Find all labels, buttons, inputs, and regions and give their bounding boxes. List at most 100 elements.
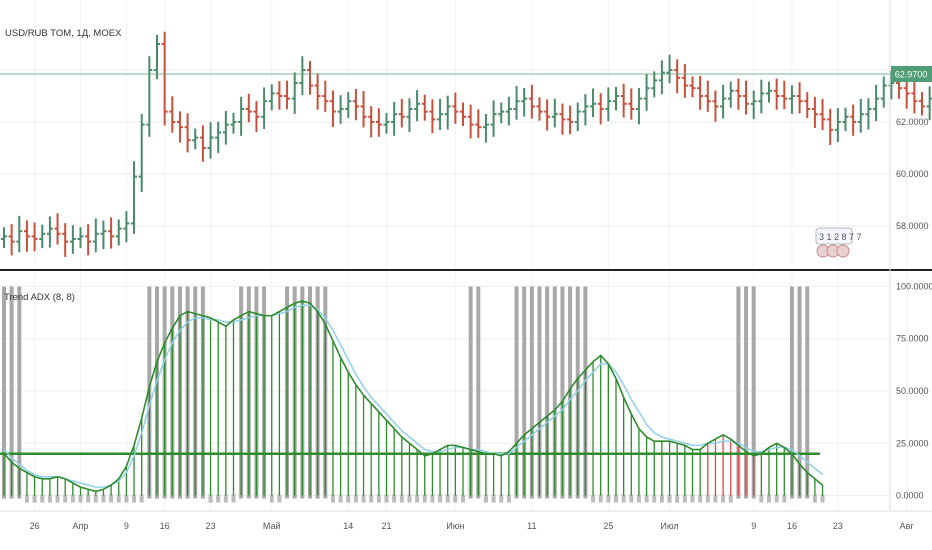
- trend-stub-gray: [24, 494, 29, 503]
- trend-stub-gray: [392, 494, 397, 503]
- time-axis[interactable]: 26 Апр 9 16 23 Май 14 21 Июн 11 25 Июл 9 16 23 Авг: [0, 510, 932, 531]
- trend-stub-gray: [40, 494, 45, 503]
- symbol-title: USD/RUB TOM, 1Д, MOEX: [5, 28, 122, 39]
- price-bar: [781, 80, 788, 110]
- price-bar: [850, 104, 857, 136]
- indicator-axis-label: 50.0000: [896, 386, 929, 396]
- price-bar: [345, 92, 352, 119]
- price-bar: [620, 83, 627, 118]
- price-bar: [299, 56, 306, 96]
- trend-stub-gray: [759, 494, 764, 503]
- economic-events-badge[interactable]: 3 1 2 8 7 7: [815, 227, 862, 258]
- trend-stub-gray: [78, 494, 83, 503]
- price-bar: [391, 101, 398, 136]
- trend-stub-gray: [216, 494, 221, 503]
- trend-stub-gray: [675, 494, 680, 503]
- price-bar: [658, 60, 665, 95]
- price-pane[interactable]: USD/RUB TOM, 1Д, MOEX 3 1 2 8 7 7: [0, 0, 932, 269]
- price-bar: [108, 217, 115, 249]
- price-bar: [574, 102, 581, 132]
- price-bar: [322, 80, 329, 112]
- price-bar: [720, 84, 727, 119]
- trend-stub-gray: [438, 494, 443, 503]
- price-bar: [23, 220, 30, 252]
- price-bar: [743, 80, 750, 115]
- price-bar: [352, 88, 359, 121]
- time-axis-label: 23: [833, 521, 843, 531]
- trend-stub-gray: [208, 494, 213, 503]
- trend-stub-gray: [109, 494, 114, 503]
- price-bar: [62, 223, 69, 257]
- trend-stub-gray: [132, 494, 137, 503]
- price-bar: [92, 218, 99, 253]
- price-bar: [773, 78, 780, 110]
- price-bar: [115, 219, 122, 246]
- time-axis-label: 16: [160, 521, 170, 531]
- price-bar: [605, 87, 612, 122]
- trend-stub-gray: [86, 494, 91, 503]
- trend-stub-gray: [461, 494, 465, 503]
- price-bar: [192, 128, 199, 150]
- price-bar: [261, 87, 268, 130]
- price-bar: [291, 72, 298, 114]
- price-bar: [284, 80, 291, 110]
- trend-stub-gray: [820, 494, 825, 503]
- last-price-text: 62.9700: [895, 70, 928, 80]
- last-price-badge: 62.9700: [891, 66, 932, 82]
- trend-stub-gray: [483, 494, 488, 503]
- price-bar: [429, 99, 436, 134]
- price-bar: [865, 98, 872, 130]
- trend-stub-gray: [376, 494, 381, 503]
- trend-stub-gray: [812, 494, 817, 503]
- price-bar: [39, 224, 46, 249]
- indicator-axis-label: 0.0000: [896, 491, 924, 501]
- price-bar: [215, 121, 222, 153]
- price-bar: [77, 227, 84, 249]
- time-axis-label: Июн: [446, 521, 464, 531]
- price-bar: [475, 109, 482, 138]
- trend-stub-gray: [713, 494, 718, 503]
- price-axis-label: 62.0000: [896, 117, 929, 127]
- price-bar: [467, 104, 474, 139]
- trend-stub-gray: [101, 494, 106, 503]
- price-bar: [842, 107, 849, 132]
- price-bar: [521, 87, 528, 117]
- price-bar: [31, 222, 38, 252]
- price-bar: [697, 75, 704, 110]
- price-bar: [712, 90, 719, 122]
- price-bar: [238, 96, 245, 136]
- trend-stub-gray: [361, 494, 366, 503]
- trend-stub-gray: [415, 494, 420, 503]
- trend-stub-gray: [116, 494, 121, 503]
- price-bar: [498, 102, 505, 124]
- price-candles: [1, 31, 932, 257]
- price-bar: [704, 80, 711, 112]
- price-bar: [750, 90, 757, 120]
- price-bar: [911, 79, 918, 114]
- trend-stub-gray: [644, 494, 649, 503]
- price-bar: [460, 102, 466, 126]
- trend-stub-gray: [667, 494, 672, 503]
- price-axis-label: 60.0000: [896, 169, 929, 179]
- time-axis-label: 23: [206, 521, 216, 531]
- trend-stub-gray: [384, 494, 389, 503]
- trend-stub-gray: [338, 494, 343, 503]
- trend-stub-gray: [659, 494, 664, 503]
- trend-stub-gray: [346, 494, 351, 503]
- trend-stub-gray: [124, 494, 129, 503]
- price-bar: [383, 112, 390, 134]
- price-bar: [628, 88, 635, 120]
- indicator-pane[interactable]: Trend ADX (8, 8): [0, 272, 908, 510]
- price-axis-label: 58.0000: [896, 221, 929, 231]
- price-grid: [0, 0, 908, 269]
- price-bar: [184, 113, 191, 153]
- price-bar: [138, 113, 145, 192]
- time-axis-label: 16: [787, 521, 797, 531]
- indicator-axis-label: 75.0000: [896, 334, 929, 344]
- time-axis-label: 9: [124, 521, 129, 531]
- price-bar: [360, 91, 367, 128]
- trend-stub-gray: [445, 494, 450, 503]
- price-bar: [544, 99, 551, 131]
